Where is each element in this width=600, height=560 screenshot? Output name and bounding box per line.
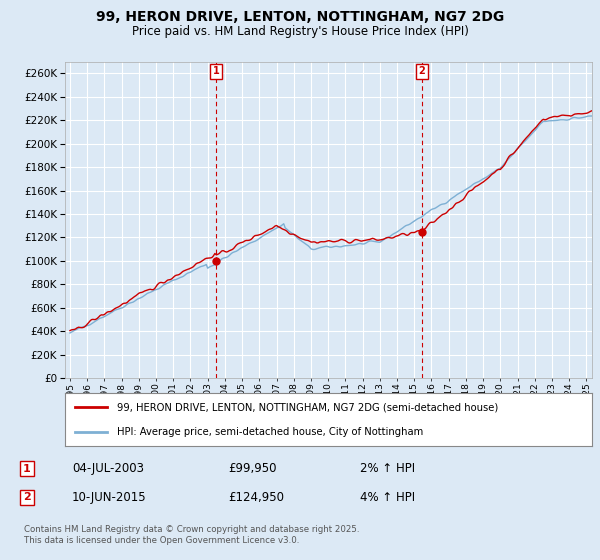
- Text: 1: 1: [213, 66, 220, 76]
- Text: 2: 2: [418, 66, 425, 76]
- Text: 99, HERON DRIVE, LENTON, NOTTINGHAM, NG7 2DG: 99, HERON DRIVE, LENTON, NOTTINGHAM, NG7…: [96, 10, 504, 24]
- Text: 4% ↑ HPI: 4% ↑ HPI: [360, 491, 415, 504]
- Text: 04-JUL-2003: 04-JUL-2003: [72, 462, 144, 475]
- Text: HPI: Average price, semi-detached house, City of Nottingham: HPI: Average price, semi-detached house,…: [118, 427, 424, 437]
- Text: £124,950: £124,950: [228, 491, 284, 504]
- Text: 2: 2: [23, 492, 31, 502]
- Text: Contains HM Land Registry data © Crown copyright and database right 2025.
This d: Contains HM Land Registry data © Crown c…: [24, 525, 359, 545]
- Text: 2% ↑ HPI: 2% ↑ HPI: [360, 462, 415, 475]
- Text: Price paid vs. HM Land Registry's House Price Index (HPI): Price paid vs. HM Land Registry's House …: [131, 25, 469, 38]
- Text: 10-JUN-2015: 10-JUN-2015: [72, 491, 146, 504]
- Text: £99,950: £99,950: [228, 462, 277, 475]
- Text: 1: 1: [23, 464, 31, 474]
- Text: 99, HERON DRIVE, LENTON, NOTTINGHAM, NG7 2DG (semi-detached house): 99, HERON DRIVE, LENTON, NOTTINGHAM, NG7…: [118, 403, 499, 413]
